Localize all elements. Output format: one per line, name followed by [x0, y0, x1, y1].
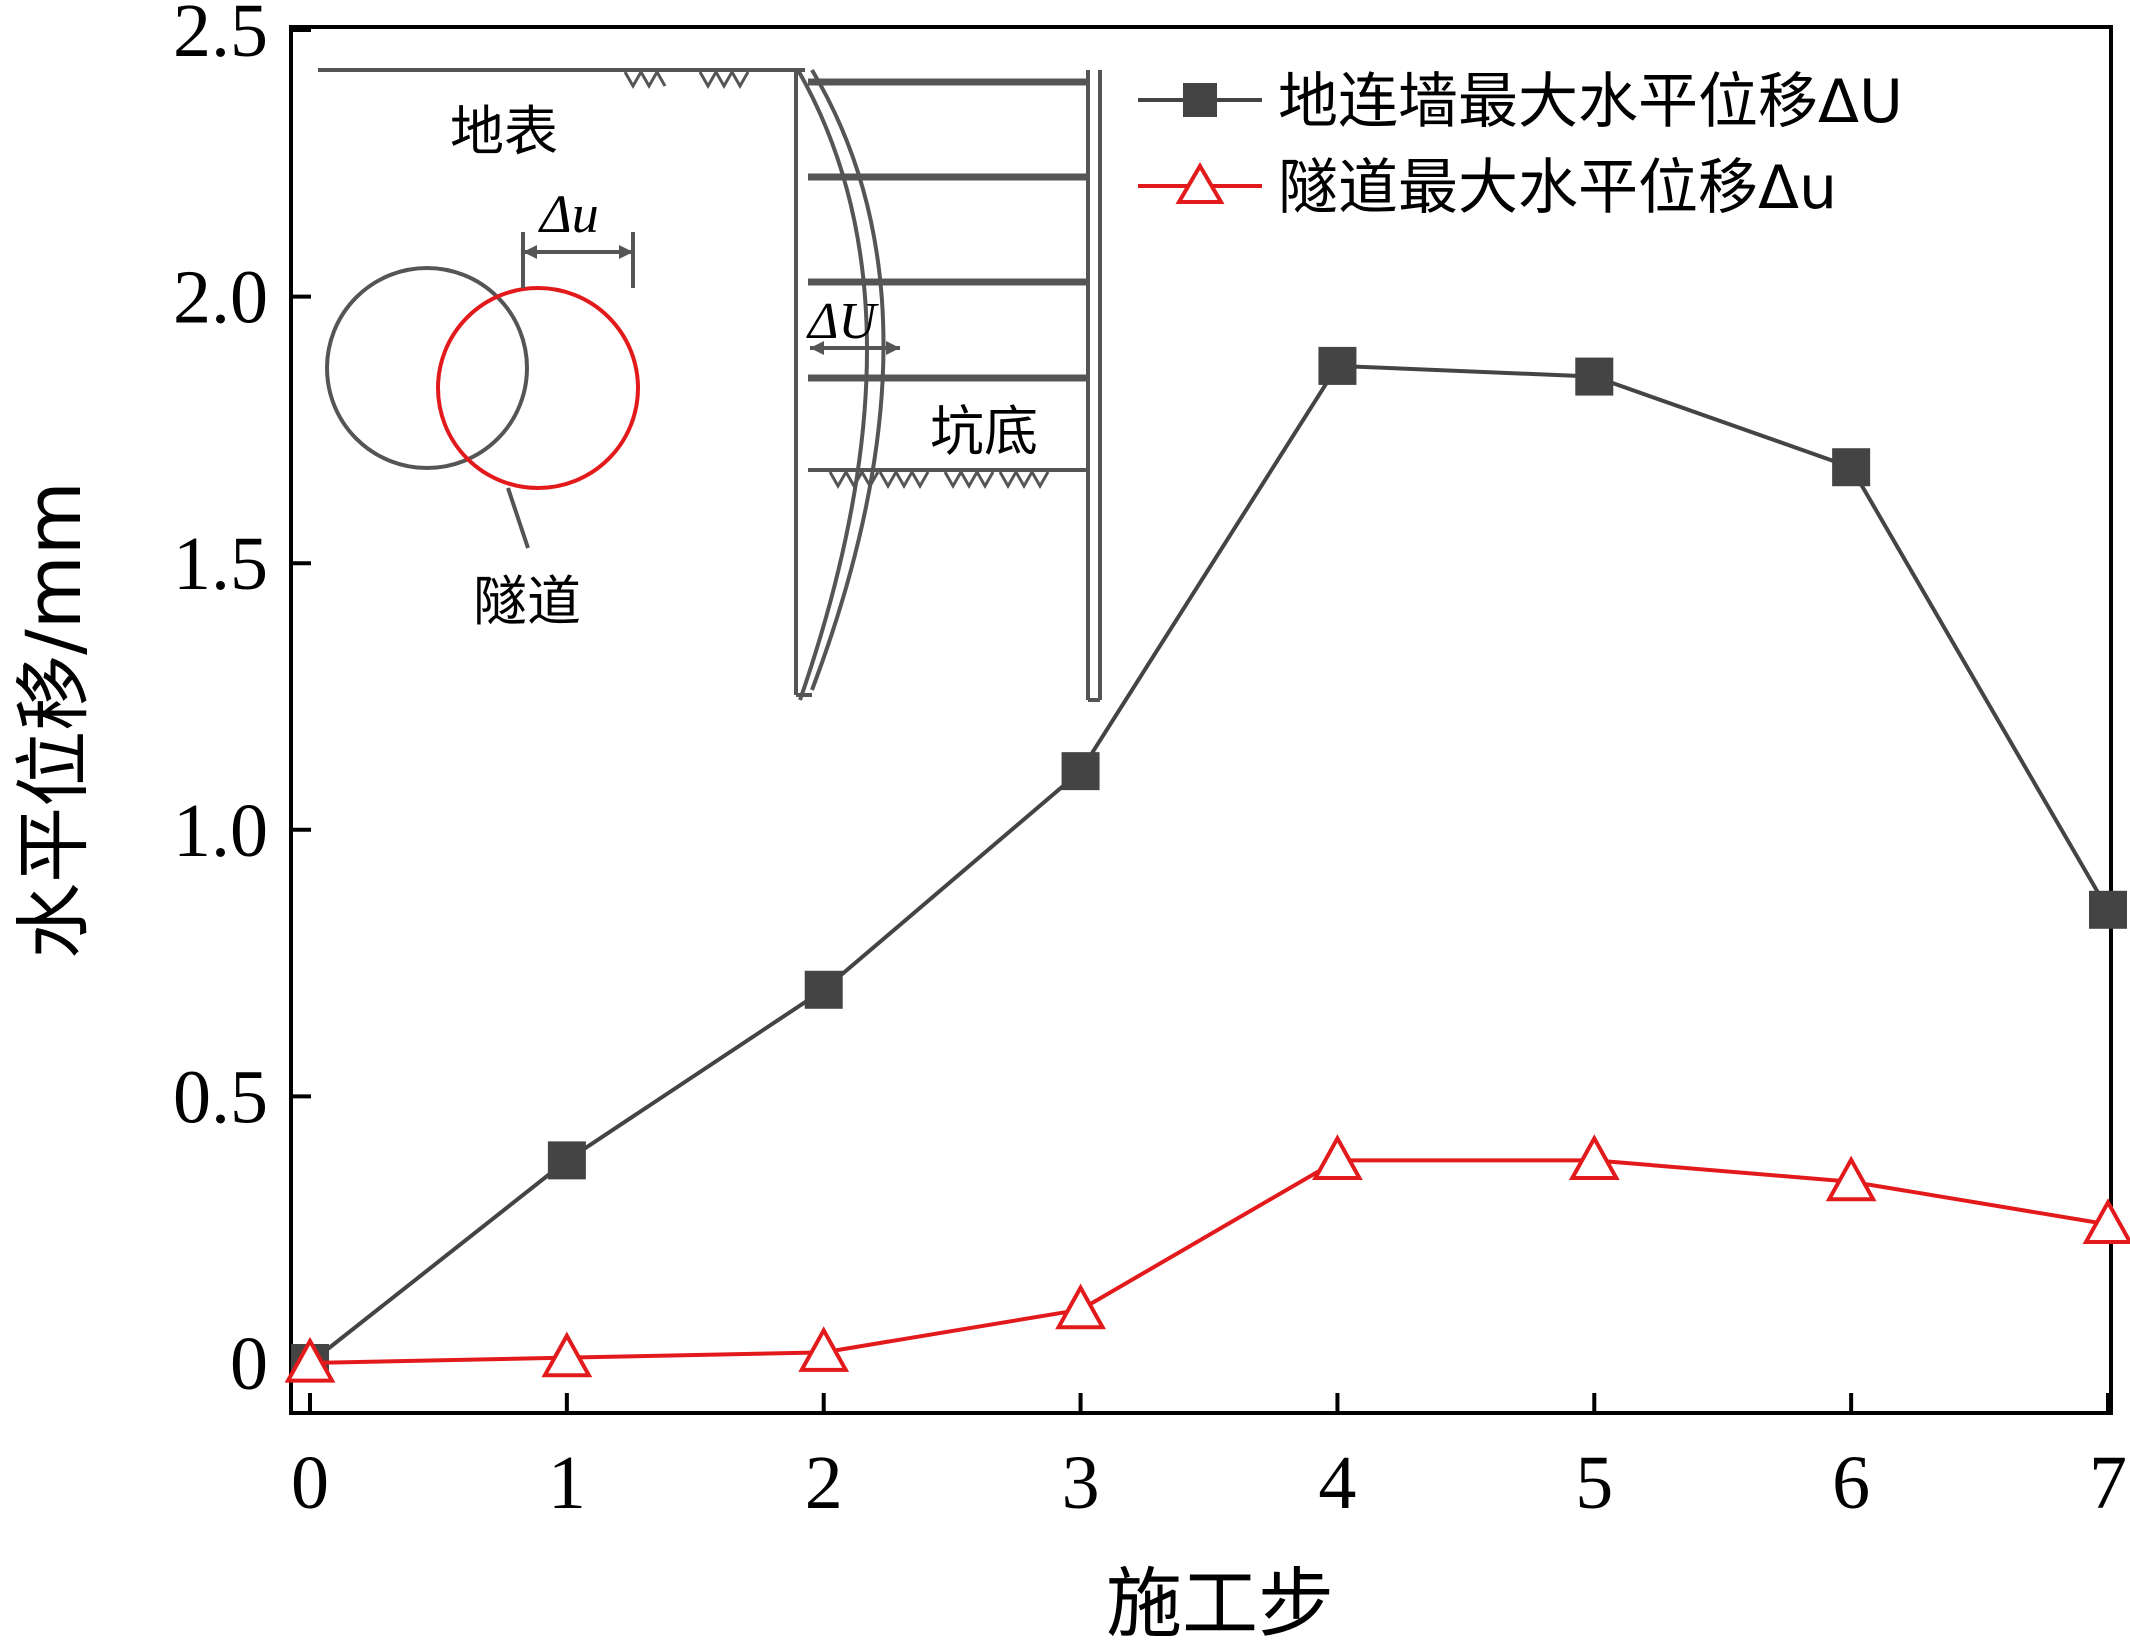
legend-label-wall: 地连墙最大水平位移ΔU [1278, 67, 1903, 137]
triangle-data-point [798, 1326, 850, 1372]
x-tick-label: 3 [1062, 1441, 1100, 1525]
y-tick-label: 2.0 [173, 256, 268, 340]
x-tick-label: 0 [291, 1441, 329, 1525]
series-line-2 [309, 1158, 2109, 1365]
triangle-data-point [541, 1331, 593, 1378]
legend-triangle-marker [1175, 162, 1225, 204]
triangle-data-point [2082, 1198, 2130, 1244]
x-tick-label: 5 [1575, 1441, 1613, 1525]
inset-pit-bottom-label: 坑底 [930, 400, 1038, 463]
ground-hatch-icon [623, 68, 750, 90]
inset-wall-disp-label: ΔU [806, 293, 880, 350]
triangle-data-point [1825, 1155, 1877, 1202]
x-tick-label: 4 [1318, 1441, 1356, 1525]
tunnel-original-circle [325, 266, 529, 470]
inset-ground-label: 地表 [450, 100, 558, 163]
legend-label-tunnel: 隧道最大水平位移Δu [1278, 153, 1837, 223]
y-tick-label: 0.5 [173, 1055, 268, 1139]
pit-hatch-icon [828, 468, 1050, 490]
triangle-data-point [1055, 1283, 1106, 1330]
series-line-1 [308, 363, 2110, 1365]
y-tick-label: 0 [230, 1322, 268, 1406]
inset-tunnel-label: 隧道 [473, 570, 581, 633]
y-axis-label: 水平位移/mm [9, 481, 98, 959]
triangle-data-point [1568, 1134, 1620, 1180]
y-tick-label: 2.5 [173, 0, 268, 73]
legend: 地连墙最大水平位移ΔU 隧道最大水平位移Δu [1138, 67, 1903, 223]
triangle-data-point [1312, 1134, 1363, 1180]
x-axis-label: 施工步 [1106, 1559, 1334, 1648]
tunnel-displaced-circle [436, 286, 640, 490]
square-data-point [547, 1141, 586, 1180]
tunnel-leader-line [506, 487, 530, 549]
y-axis-ticks: 0 0.5 1.0 1.5 2.0 2.5 [173, 0, 311, 1406]
y-tick-label: 1.5 [173, 522, 268, 606]
square-data-point [1575, 357, 1614, 396]
square-data-point [1061, 752, 1100, 791]
square-data-point [2089, 890, 2127, 929]
x-tick-label: 7 [2089, 1441, 2127, 1525]
y-tick-label: 1.0 [173, 789, 268, 873]
legend-square-marker [1183, 83, 1217, 117]
wall-deformed-inner [810, 68, 886, 691]
x-tick-label: 6 [1832, 1441, 1870, 1525]
inset-tunnel-disp-label: Δu [538, 184, 599, 244]
x-axis-ticks: 0 1 2 3 4 5 6 7 [291, 1393, 2127, 1525]
triangle-data-point [284, 1336, 336, 1383]
plot-frame [289, 25, 2113, 1415]
x-tick-label: 1 [548, 1441, 586, 1525]
square-data-point [804, 970, 843, 1009]
series-layer [284, 346, 2130, 1383]
excavation-inset-diagram: 地表 Δu 隧道 ΔU 坑底 [318, 68, 1102, 702]
square-data-point [1832, 448, 1871, 487]
square-data-point [1318, 346, 1357, 385]
x-tick-label: 2 [805, 1441, 843, 1525]
